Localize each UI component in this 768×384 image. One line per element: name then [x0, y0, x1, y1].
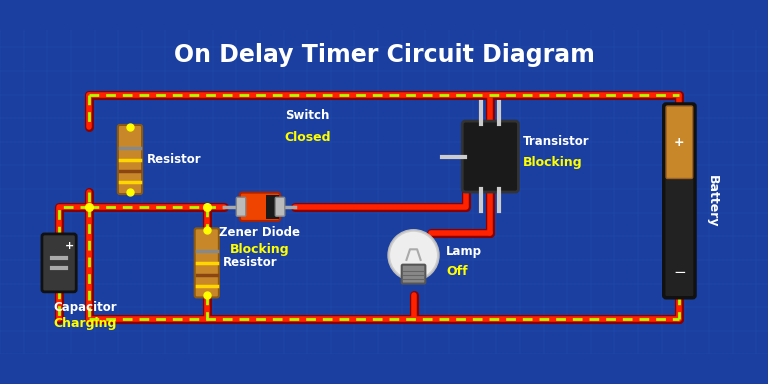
FancyBboxPatch shape	[664, 104, 695, 298]
Text: Resistor: Resistor	[147, 153, 201, 166]
Text: Capacitor: Capacitor	[53, 301, 117, 314]
Text: Blocking: Blocking	[230, 243, 290, 257]
Circle shape	[389, 230, 439, 280]
Text: +: +	[674, 136, 685, 149]
FancyBboxPatch shape	[402, 265, 425, 283]
FancyBboxPatch shape	[237, 197, 246, 216]
Text: Transistor: Transistor	[523, 135, 590, 148]
Text: Closed: Closed	[284, 131, 330, 144]
Text: +: +	[65, 242, 74, 252]
Text: Blocking: Blocking	[523, 156, 582, 169]
FancyBboxPatch shape	[666, 106, 693, 179]
Text: Switch: Switch	[285, 109, 329, 122]
FancyBboxPatch shape	[42, 234, 76, 292]
Text: Battery: Battery	[705, 175, 718, 227]
FancyBboxPatch shape	[118, 125, 142, 194]
Text: On Delay Timer Circuit Diagram: On Delay Timer Circuit Diagram	[174, 43, 594, 66]
Text: Off: Off	[446, 265, 468, 278]
Text: Lamp: Lamp	[446, 245, 482, 258]
FancyBboxPatch shape	[240, 193, 280, 221]
Text: −: −	[673, 265, 686, 280]
FancyBboxPatch shape	[275, 197, 285, 216]
Circle shape	[389, 230, 439, 280]
FancyBboxPatch shape	[194, 228, 219, 298]
Text: Charging: Charging	[53, 317, 117, 330]
FancyBboxPatch shape	[266, 195, 279, 218]
FancyBboxPatch shape	[462, 121, 518, 192]
Text: Zener Diode: Zener Diode	[220, 226, 300, 239]
Text: Resistor: Resistor	[223, 257, 278, 270]
